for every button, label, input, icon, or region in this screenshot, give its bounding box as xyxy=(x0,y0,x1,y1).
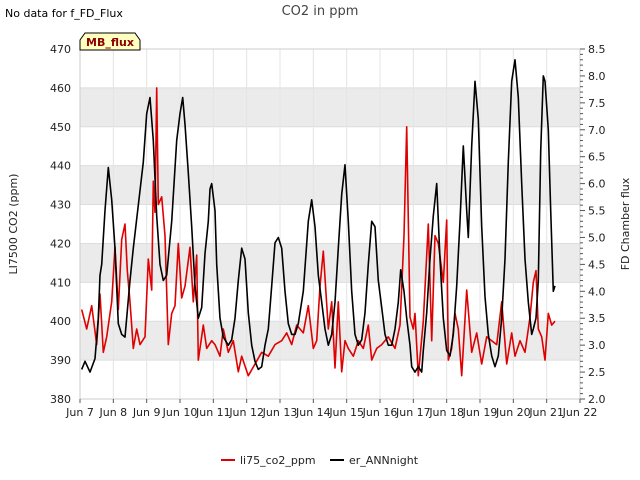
y2-tick-label: 4.5 xyxy=(588,258,606,271)
legend-label-ann: er_ANNnight xyxy=(349,454,419,467)
x-tick-label: Jun 14 xyxy=(295,406,331,419)
x-tick-label: Jun 12 xyxy=(228,406,264,419)
x-tick-label: Jun 17 xyxy=(395,406,431,419)
x-tick-label: Jun 15 xyxy=(328,406,364,419)
x-tick-label: Jun 13 xyxy=(262,406,298,419)
y-tick-label: 450 xyxy=(50,121,71,134)
y2-tick-label: 8.5 xyxy=(588,43,606,56)
y-axis-right: 2.0 2.5 3.0 3.5 4.0 4.5 5.0 5.5 6.0 6.5 7.0 7.5 8.0 8… xyxy=(580,43,606,406)
x-tick-label: Jun 18 xyxy=(428,406,464,419)
legend-label-li75: li75_co2_ppm xyxy=(240,454,316,467)
mb-flux-badge: MB_flux xyxy=(79,32,141,51)
chart-title: CO2 in ppm xyxy=(282,4,359,19)
y2-tick-label: 3.5 xyxy=(588,312,606,325)
band xyxy=(80,165,580,205)
y-tick-label: 420 xyxy=(50,237,71,250)
y2-tick-label: 5.5 xyxy=(588,205,606,218)
y-tick-label: 440 xyxy=(50,160,71,173)
series-line-li75_co2_ppm xyxy=(80,87,556,377)
y2-tick-label: 5.0 xyxy=(588,231,606,244)
y2-tick-label: 2.5 xyxy=(588,366,606,379)
y-tick-label: 430 xyxy=(50,199,71,212)
y-axis-left: 380 390 400 410 420 430 440 450 460 470 xyxy=(50,43,71,406)
x-tick-label: Jun 9 xyxy=(132,406,161,419)
band xyxy=(80,87,580,127)
x-tick-label: Jun 20 xyxy=(495,406,531,419)
y2-tick-label: 2.0 xyxy=(588,393,606,406)
legend: li75_co2_ppm er_ANNnight xyxy=(221,454,419,467)
y2-tick-label: 8.0 xyxy=(588,70,606,83)
badge-shape xyxy=(79,32,141,51)
y-tick-label: 410 xyxy=(50,276,71,289)
y2-axis-label: FD Chamber flux xyxy=(619,177,632,270)
x-tick-label: Jun 19 xyxy=(462,406,498,419)
y-tick-label: 400 xyxy=(50,315,71,328)
badge-label: MB_flux xyxy=(86,36,134,49)
no-data-note: No data for f_FD_Flux xyxy=(5,7,123,20)
x-tick-label: Jun 16 xyxy=(362,406,398,419)
x-tick-label: Jun 10 xyxy=(162,406,198,419)
x-tick-label: Jun 11 xyxy=(195,406,231,419)
y2-tick-label: 7.5 xyxy=(588,97,606,110)
y-axis-label: LI7500 CO2 (ppm) xyxy=(7,174,20,275)
x-tick-label: Jun 8 xyxy=(98,406,127,419)
plot-frame xyxy=(79,48,581,400)
background-bands xyxy=(80,87,580,361)
y-tick-label: 470 xyxy=(50,43,71,56)
y2-tick-label: 6.5 xyxy=(588,151,606,164)
y2-tick-label: 3.0 xyxy=(588,339,606,352)
series-line-er_ANNnight xyxy=(80,59,556,373)
x-tick-label: Jun 22 xyxy=(562,406,598,419)
y2-tick-label: 4.0 xyxy=(588,285,606,298)
y2-tick-label: 6.0 xyxy=(588,178,606,191)
y-tick-label: 460 xyxy=(50,82,71,95)
y-tick-label: 390 xyxy=(50,354,71,367)
y2-tick-label: 7.0 xyxy=(588,124,606,137)
x-tick-label: Jun 7 xyxy=(65,406,94,419)
y-tick-label: 380 xyxy=(50,393,71,406)
x-tick-label: Jun 21 xyxy=(528,406,564,419)
series-layer xyxy=(80,59,556,377)
band xyxy=(80,243,580,283)
